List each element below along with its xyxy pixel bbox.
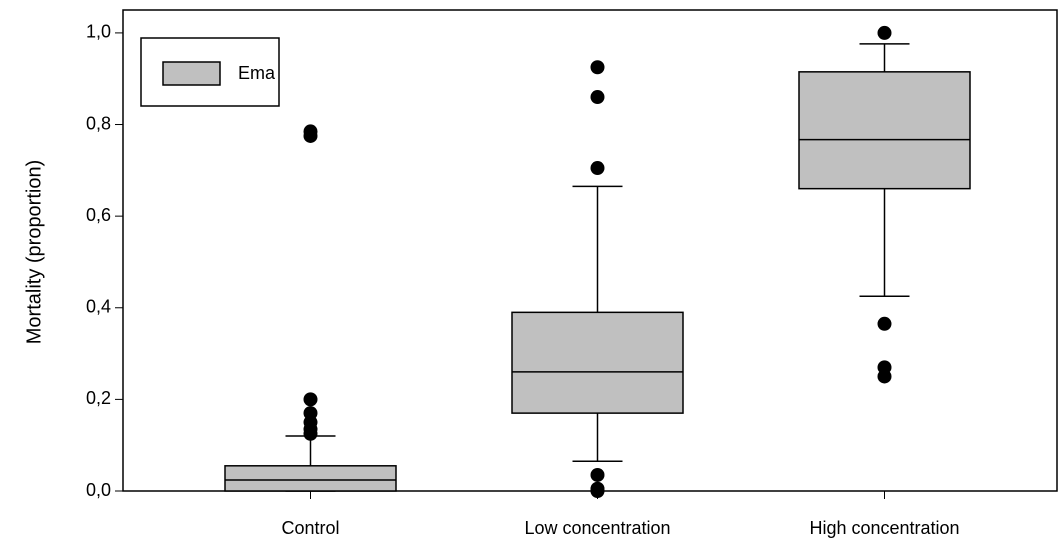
y-tick-label: 0,4: [86, 297, 111, 317]
legend-label: Ema: [238, 63, 276, 83]
outlier: [590, 467, 605, 482]
x-tick-label: High concentration: [809, 518, 959, 538]
box: [224, 465, 397, 492]
box: [798, 71, 971, 190]
y-tick-label: 0,2: [86, 388, 111, 408]
x-tick-label: Control: [281, 518, 339, 538]
y-tick-label: 0,8: [86, 113, 111, 133]
outlier: [590, 484, 605, 498]
plot-frame: [122, 9, 1058, 492]
y-axis-label: Mortality (proportion): [23, 160, 45, 345]
y-tick-label: 0,0: [86, 480, 111, 500]
outlier: [303, 426, 318, 441]
x-tick-label: Low concentration: [524, 518, 670, 538]
outlier: [877, 369, 892, 384]
legend-swatch: [162, 61, 221, 86]
outlier: [877, 25, 892, 40]
outlier: [303, 128, 318, 143]
box: [511, 311, 684, 414]
y-tick-label: 1,0: [86, 22, 111, 42]
outlier: [590, 90, 605, 105]
y-tick-label: 0,6: [86, 205, 111, 225]
outlier: [590, 60, 605, 75]
outlier: [590, 161, 605, 176]
outlier: [303, 392, 318, 407]
outlier: [877, 316, 892, 331]
